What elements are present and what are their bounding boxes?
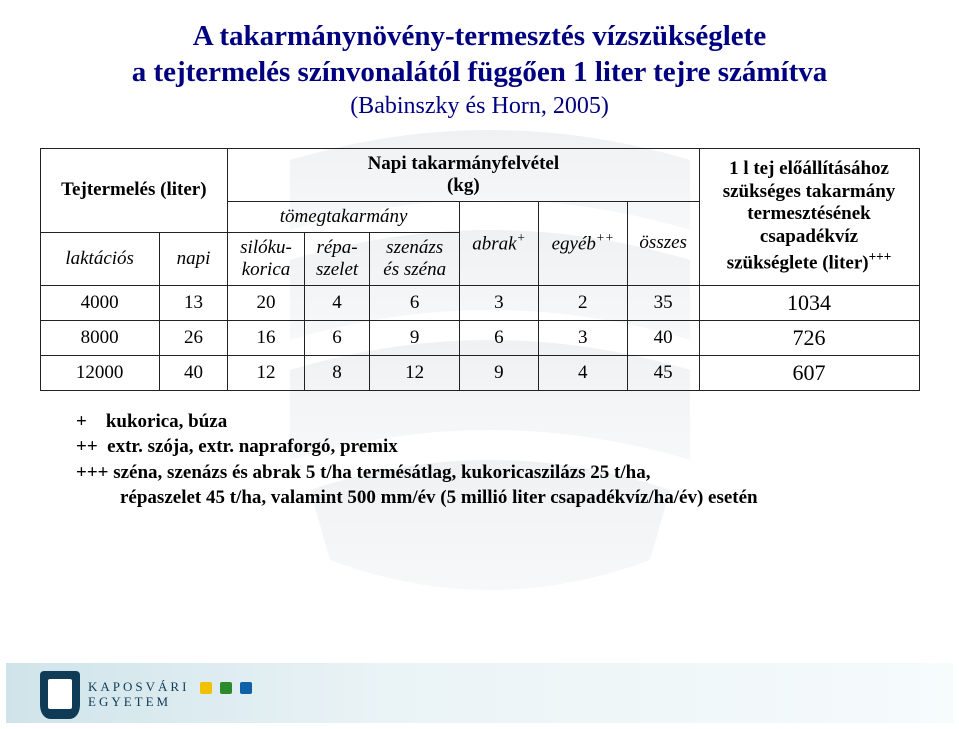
crest-icon <box>40 671 80 719</box>
title-line1: A takarmánynövény-termesztés vízszükségl… <box>193 20 766 52</box>
footnote-3b: répaszelet 45 t/ha, valamint 500 mm/év (… <box>120 485 931 511</box>
mini-icon <box>240 682 252 694</box>
footnote-1: + kukorica, búza <box>76 409 931 435</box>
university-logo: KAPOSVÁRI EGYETEM <box>40 671 254 719</box>
mini-icons <box>200 680 255 694</box>
mini-icon <box>220 682 232 694</box>
table-row: 4000 13 20 4 6 3 2 35 1034 <box>40 285 919 320</box>
col-egyeb: egyéb++ <box>538 201 627 285</box>
result-cell: 726 <box>699 320 919 355</box>
col-repaszelet: répa- szelet <box>304 232 369 285</box>
result-cell: 607 <box>699 355 919 390</box>
slide-content: A takarmánynövény-termesztés vízszükségl… <box>0 0 959 511</box>
col-szenazs: szenázs és széna <box>370 232 460 285</box>
footnote-2: ++ extr. szója, extr. napraforgó, premix <box>76 434 931 460</box>
table-row: 12000 40 12 8 12 9 4 45 607 <box>40 355 919 390</box>
result-cell: 1034 <box>699 285 919 320</box>
col-csapadekviz: 1 l tej előállításához szükséges takarmá… <box>699 148 919 285</box>
col-abrak: abrak+ <box>460 201 539 285</box>
col-napi-takarmany: Napi takarmányfelvétel (kg) <box>228 148 699 201</box>
footnotes: + kukorica, búza ++ extr. szója, extr. n… <box>76 409 931 512</box>
title: A takarmánynövény-termesztés vízszükségl… <box>28 18 931 91</box>
data-table: Tejtermelés (liter) Napi takarmányfelvét… <box>40 148 920 391</box>
col-osszes: összes <box>627 201 699 285</box>
col-silokukorica: silóku- korica <box>228 232 305 285</box>
university-name: KAPOSVÁRI EGYETEM <box>88 680 254 710</box>
footnote-3: +++ széna, szenázs és abrak 5 t/ha termé… <box>76 460 931 486</box>
col-laktacios: laktációs <box>40 232 159 285</box>
col-tejtermeles: Tejtermelés (liter) <box>40 148 228 232</box>
table-row: 8000 26 16 6 9 6 3 40 726 <box>40 320 919 355</box>
mini-icon <box>200 682 212 694</box>
subtitle: (Babinszky és Horn, 2005) <box>28 93 931 120</box>
col-tomegtakarmany: tömegtakarmány <box>228 201 460 232</box>
col-napi: napi <box>159 232 227 285</box>
title-line2: a tejtermelés színvonalától függően 1 li… <box>132 56 828 88</box>
